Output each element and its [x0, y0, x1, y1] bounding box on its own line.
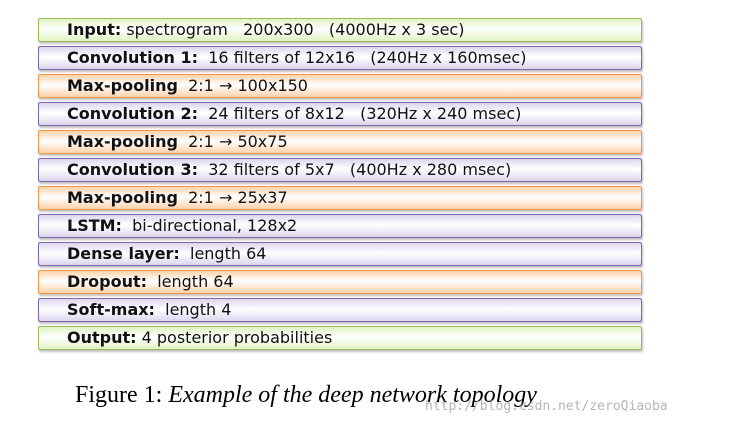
- layer-detail: length 64: [147, 272, 234, 291]
- caption: Figure 1: Example of the deep network to…: [75, 382, 537, 409]
- layer-name: Max-pooling: [67, 188, 178, 207]
- layer-detail: spectrogram 200x300 (4000Hz x 3 sec): [121, 20, 465, 39]
- layer-stack: Input: spectrogram 200x300 (4000Hz x 3 s…: [38, 18, 642, 354]
- layer-detail: 2:1 → 50x75: [177, 132, 288, 151]
- layer-name: Soft-max:: [67, 300, 155, 319]
- layer-box: Soft-max: length 4: [38, 298, 642, 322]
- layer-box: Output: 4 posterior probabilities: [38, 326, 642, 350]
- layer-box: Max-pooling 2:1 → 100x150: [38, 74, 642, 98]
- layer-name: Input:: [67, 20, 122, 39]
- layer-name: Max-pooling: [67, 76, 178, 95]
- layer-name: Convolution 3:: [67, 160, 199, 179]
- layer-detail: 2:1 → 25x37: [177, 188, 288, 207]
- layer-detail: 2:1 → 100x150: [177, 76, 308, 95]
- layer-detail: length 4: [154, 300, 232, 319]
- layer-box: Input: spectrogram 200x300 (4000Hz x 3 s…: [38, 18, 642, 42]
- layer-box: Max-pooling 2:1 → 25x37: [38, 186, 642, 210]
- layer-box: Dense layer: length 64: [38, 242, 642, 266]
- layer-detail: bi-directional, 128x2: [121, 216, 298, 235]
- layer-name: Output:: [67, 328, 137, 347]
- layer-name: Convolution 2:: [67, 104, 199, 123]
- layer-name: Max-pooling: [67, 132, 178, 151]
- layer-name: Dense layer:: [67, 244, 180, 263]
- watermark: http://blog.csdn.net/zeroQiaoba: [425, 399, 668, 414]
- layer-detail: 16 filters of 12x16 (240Hz x 160msec): [198, 48, 527, 67]
- caption-label: Figure 1:: [75, 382, 163, 408]
- layer-name: LSTM:: [67, 216, 122, 235]
- caption-text: Example of the deep network topology: [168, 382, 537, 408]
- layer-name: Convolution 1:: [67, 48, 199, 67]
- layer-box: Convolution 1: 16 filters of 12x16 (240H…: [38, 46, 642, 70]
- layer-box: Convolution 2: 24 filters of 8x12 (320Hz…: [38, 102, 642, 126]
- layer-detail: length 64: [179, 244, 267, 263]
- layer-box: Convolution 3: 32 filters of 5x7 (400Hz …: [38, 158, 642, 182]
- layer-detail: 4 posterior probabilities: [136, 328, 333, 347]
- layer-box: LSTM: bi-directional, 128x2: [38, 214, 642, 238]
- layer-box: Max-pooling 2:1 → 50x75: [38, 130, 642, 154]
- layer-name: Dropout:: [67, 272, 148, 291]
- layer-detail: 32 filters of 5x7 (400Hz x 280 msec): [198, 160, 512, 179]
- layer-detail: 24 filters of 8x12 (320Hz x 240 msec): [198, 104, 522, 123]
- layer-box: Dropout: length 64: [38, 270, 642, 294]
